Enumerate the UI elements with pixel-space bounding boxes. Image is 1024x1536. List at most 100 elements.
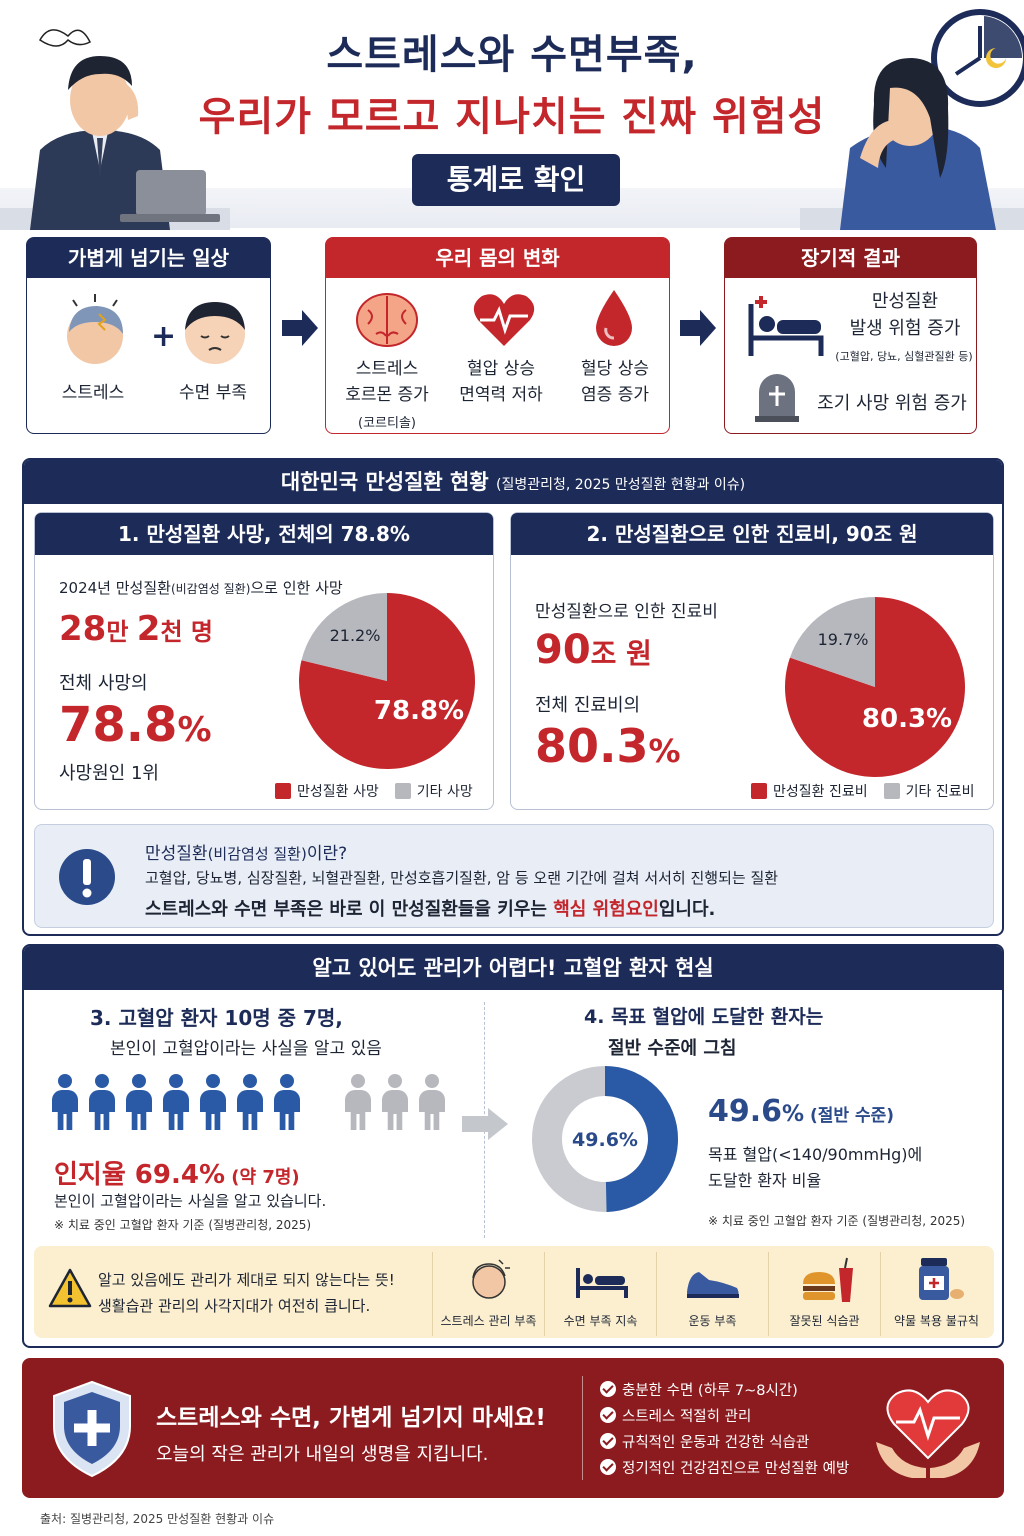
hyp-right-head2: 절반 수준에 그침: [608, 1038, 737, 1059]
pie1-legend: 만성질환 사망 기타 사망: [275, 781, 473, 801]
person-aware-icon: [124, 1074, 154, 1130]
hyp-left-head1: 3. 고혈압 환자 10명 중 7명,: [90, 1006, 343, 1030]
check-icon: [600, 1407, 616, 1423]
target-bp-desc: 목표 혈압(<140/90mmHg)에 도달한 환자 비율: [708, 1145, 923, 1190]
burger-drink-icon: [803, 1257, 853, 1302]
flow-label-stress: 스트레스: [61, 383, 125, 403]
warning-triangle-icon: [48, 1268, 92, 1308]
card2-intro: 만성질환으로 인한 진료비: [535, 602, 718, 622]
check-icon: [600, 1459, 616, 1475]
pill-bottle-icon: [919, 1258, 964, 1300]
target-bp-rate: 49.6% (절반 수준): [708, 1094, 895, 1129]
check-item: 정기적인 건강검진으로 만성질환 예방: [600, 1456, 849, 1482]
section2-title: 알고 있어도 관리가 어렵다! 고혈압 환자 현실: [24, 946, 1002, 990]
person-aware-icon: [272, 1074, 302, 1130]
check-icon: [600, 1433, 616, 1449]
flow-label-sleep: 수면 부족: [179, 383, 247, 403]
card-chronic-cost: 2. 만성질환으로 인한 진료비, 90조 원 만성질환으로 인한 진료비 90…: [510, 512, 994, 810]
pie1-label-chronic: 78.8%: [374, 696, 464, 726]
card2-share-label: 전체 진료비의: [535, 695, 641, 716]
hospital-bed-icon: [748, 296, 824, 356]
habit-sleep: 수면 부족 지속: [544, 1252, 656, 1336]
card1-death-count: 28만 2천 명: [59, 609, 213, 649]
person-unaware-icon: [380, 1074, 410, 1130]
card1-share-value: 78.8%: [59, 697, 212, 753]
info-emphasis: 스트레스와 수면 부족은 바로 이 만성질환들을 키우는 핵심 위험요인입니다.: [145, 899, 716, 920]
donut-slice-reached: [532, 1066, 678, 1212]
card1-share-label: 전체 사망의: [59, 673, 148, 694]
awareness-desc: 본인이 고혈압이라는 사실을 알고 있습니다.: [54, 1192, 327, 1210]
pie2-label-chronic: 80.3%: [862, 704, 952, 734]
person-unaware-icon: [417, 1074, 447, 1130]
people-pictogram: [50, 1074, 450, 1134]
person-aware-icon: [87, 1074, 117, 1130]
flow-label-early-death: 조기 사망 위험 증가: [817, 393, 967, 414]
heart-pulse-icon: [473, 294, 535, 346]
flow-box-daily: 가볍게 넘기는 일상 + 스트레스 수면 부족: [26, 237, 271, 434]
check-item: 스트레스 적절히 관리: [600, 1404, 849, 1430]
check-icon: [600, 1381, 616, 1397]
person-unaware-icon: [343, 1074, 373, 1130]
flow-label-chronic: 만성질환 발생 위험 증가: [849, 291, 961, 339]
stressed-man-illustration: [0, 29, 230, 230]
shield-cross-icon: [53, 1380, 131, 1478]
info-chronic-definition: 만성질환(비감염성 질환)이란? 고혈압, 당뇨병, 심장질환, 뇌혈관질환, …: [34, 824, 994, 928]
card1-rank: 사망원인 1위: [59, 763, 159, 784]
brain-icon: [356, 293, 418, 347]
flow-label-blood-pressure: 혈압 상승 면역력 저하: [459, 359, 543, 406]
legend-swatch-other: [394, 783, 411, 799]
arrow-right-icon: [282, 310, 318, 346]
flow-box-body-title: 우리 몸의 변화: [326, 238, 669, 278]
exclamation-icon: [59, 849, 115, 905]
person-aware-icon: [161, 1074, 191, 1130]
card1-intro: 2024년 만성질환(비감염성 질환)으로 인한 사망: [59, 579, 343, 597]
bottom-banner: 스트레스와 수면, 가볍게 넘기지 마세요! 오늘의 작은 관리가 내일의 생명…: [22, 1358, 1004, 1498]
flow-label-hormone: 스트레스 호르몬 증가 (코르티솔): [345, 359, 429, 431]
flow-box-result: 장기적 결과 만성질환 발생 위험 증가 (고혈압, 당뇨, 심혈관질환 등) 조…: [724, 237, 977, 434]
banner-checklist: 충분한 수면 (하루 7~8시간) 스트레스 적절히 관리 규칙적인 운동과 건…: [600, 1378, 849, 1482]
footer-source: 출처: 질병관리청, 2025 만성질환 현황과 이슈: [40, 1512, 275, 1526]
habit-medication: 약물 복용 불규칙: [880, 1252, 992, 1336]
legend-swatch-chronic: [275, 783, 291, 799]
blood-drop-icon: [596, 290, 632, 346]
flow-box-result-title: 장기적 결과: [725, 238, 976, 278]
habit-exercise: 운동 부족: [656, 1252, 768, 1336]
card-chronic-deaths: 1. 만성질환 사망, 전체의 78.8% 2024년 만성질환(비감염성 질환…: [34, 512, 494, 810]
donut-label: 49.6%: [572, 1129, 638, 1151]
bed-icon: [576, 1268, 628, 1298]
awareness-note: ※ 치료 중인 고혈압 환자 기준 (질병관리청, 2025): [54, 1218, 312, 1232]
arrow-right-gray-icon: [462, 1108, 508, 1140]
habit-stress: 스트레스 관리 부족: [432, 1252, 544, 1336]
habit-diet: 잘못된 식습관: [768, 1252, 880, 1336]
legend-swatch-chronic: [751, 783, 767, 799]
person-aware-icon: [235, 1074, 265, 1130]
target-bp-note: ※ 치료 중인 고혈압 환자 기준 (질병관리청, 2025): [708, 1214, 966, 1228]
sneaker-icon: [687, 1272, 739, 1298]
tombstone-icon: [755, 374, 799, 422]
habit-list: 스트레스 관리 부족 수면 부족 지속 운동 부족 잘못된 식습관 약물 복용 …: [432, 1252, 992, 1336]
card2-amount: 90조 원: [535, 627, 652, 673]
section-chronic-status: 대한민국 만성질환 현황 (질병관리청, 2025 만성질환 현황과 이슈) 1…: [22, 458, 1004, 936]
pie-chart-deaths: 78.8% 21.2%: [299, 593, 475, 769]
banner-divider: [582, 1376, 583, 1480]
check-item: 충분한 수면 (하루 7~8시간): [600, 1378, 849, 1404]
banner-subtitle: 오늘의 작은 관리가 내일의 생명을 지킵니다.: [156, 1444, 489, 1465]
section-hypertension: 알고 있어도 관리가 어렵다! 고혈압 환자 현실 3. 고혈압 환자 10명 …: [22, 944, 1004, 1348]
pie1-label-other: 21.2%: [330, 626, 381, 645]
banner-title: 스트레스와 수면, 가볍게 넘기지 마세요!: [156, 1405, 546, 1431]
flow-box-daily-title: 가볍게 넘기는 일상: [27, 238, 270, 278]
flow-box-body: 우리 몸의 변화 스트레스 호르몬 증가 (코르티솔) 혈압 상승 면역력 저하 혈당…: [325, 237, 670, 434]
moon-icon: [986, 48, 1006, 68]
check-item: 규칙적인 운동과 건강한 식습관: [600, 1430, 849, 1456]
stressed-head-icon: [472, 1259, 510, 1299]
heart-hands-icon: [876, 1389, 980, 1478]
main-title-line1: 스트레스와 수면부족,: [326, 32, 698, 78]
pie2-label-other: 19.7%: [818, 630, 869, 649]
flow-label-blood-sugar: 혈당 상승 염증 증가: [581, 359, 649, 406]
card2-title: 2. 만성질환으로 인한 진료비, 90조 원: [511, 513, 993, 555]
section1-title: 대한민국 만성질환 현황 (질병관리청, 2025 만성질환 현황과 이슈): [24, 460, 1002, 504]
flow-note-chronic: (고혈압, 당뇨, 심혈관질환 등): [835, 350, 973, 363]
pie2-legend: 만성질환 진료비 기타 진료비: [751, 781, 974, 801]
arrow-right-icon: [680, 310, 716, 346]
pie1-slice-other: [301, 593, 387, 681]
